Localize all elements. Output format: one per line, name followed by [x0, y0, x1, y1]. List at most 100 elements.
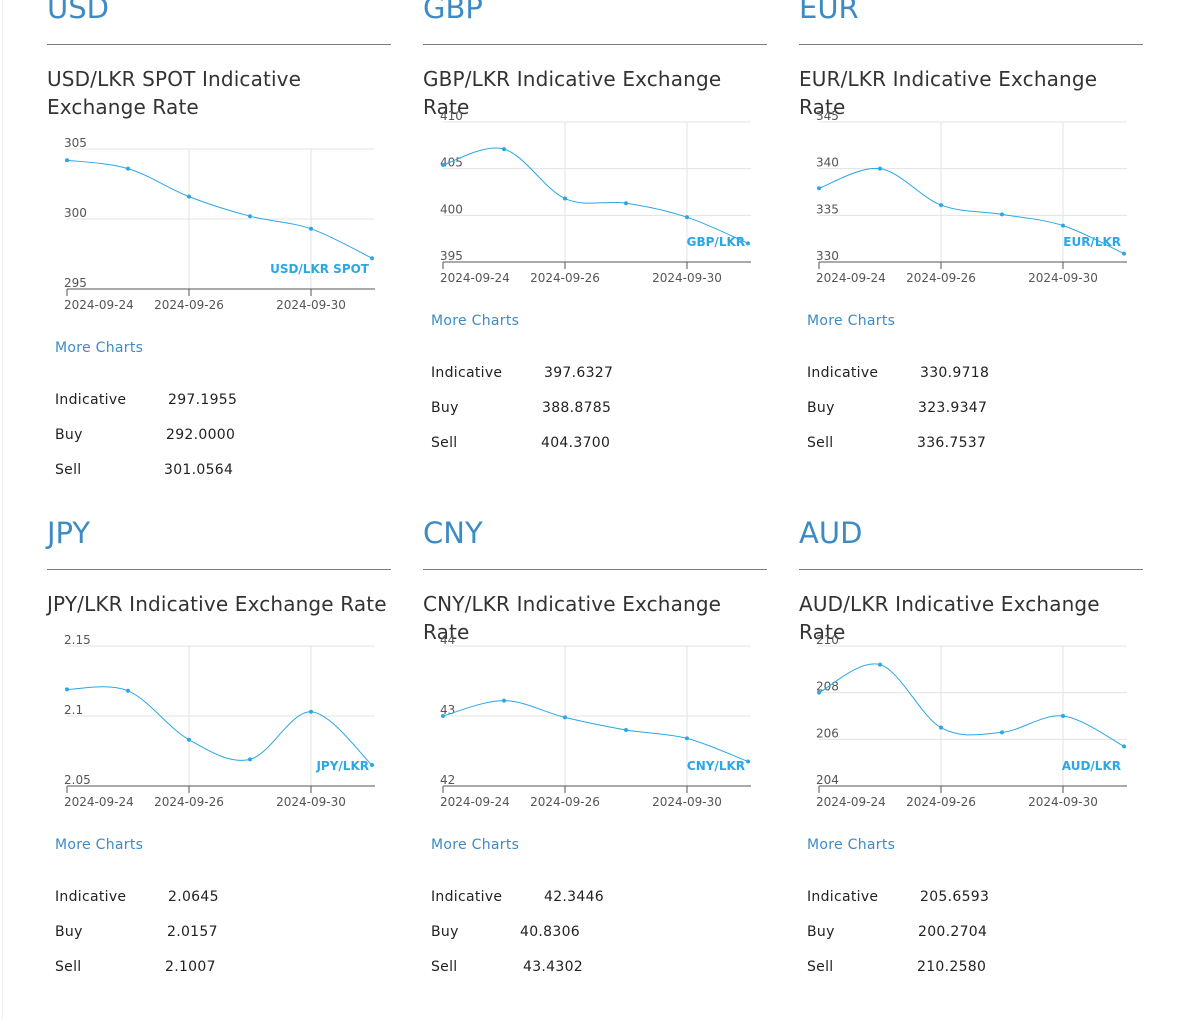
series-label: EUR/LKR	[1063, 235, 1121, 249]
y-tick-label: 410	[440, 109, 463, 123]
rate-label: Indicative	[807, 889, 879, 905]
data-point	[817, 186, 821, 191]
rate-label: Buy	[431, 924, 459, 940]
data-point	[65, 158, 69, 163]
x-tick-label: 2024-09-30	[1028, 795, 1098, 809]
data-point	[1122, 251, 1126, 256]
more-charts-link[interactable]: More Charts	[807, 313, 896, 329]
data-point	[441, 162, 445, 167]
data-point	[309, 226, 313, 231]
rate-value: 330.9718	[920, 365, 990, 381]
rate-label: Indicative	[431, 889, 503, 905]
y-tick-label: 2.15	[64, 633, 91, 647]
data-point	[939, 725, 943, 730]
series-line	[66, 159, 373, 259]
rate-label: Indicative	[431, 365, 503, 381]
rate-value: 297.1955	[168, 392, 238, 408]
header-divider	[799, 44, 1143, 45]
data-point	[65, 687, 69, 692]
y-tick-label: 2.05	[64, 773, 91, 787]
rate-label: Sell	[55, 462, 82, 478]
rate-label: Buy	[807, 924, 835, 940]
data-point	[502, 698, 506, 703]
more-charts-link[interactable]: More Charts	[431, 313, 520, 329]
rate-value: 397.6327	[544, 365, 614, 381]
x-tick-label: 2024-09-26	[906, 271, 976, 285]
currency-panel-gbp: GBP GBP/LKR Indicative Exchange Rate 395…	[423, 0, 767, 500]
rate-label: Indicative	[807, 365, 879, 381]
y-tick-label: 42	[440, 773, 455, 787]
panel-title: AUD/LKR Indicative Exchange Rate	[799, 592, 1100, 644]
x-tick-label: 2024-09-30	[652, 271, 722, 285]
data-point	[248, 214, 252, 219]
currency-panel-jpy: JPY JPY/LKR Indicative Exchange Rate 2.0…	[47, 519, 391, 1025]
exchange-rate-chart: 2.05 2.1 2.15 2024-09-24 2024-09-26 2024-09-3…	[64, 633, 375, 809]
data-point	[878, 166, 882, 171]
currency-panel-usd: USD USD/LKR SPOT Indicative Exchange Rat…	[47, 0, 391, 500]
header-divider	[799, 569, 1143, 570]
rate-label: Sell	[431, 959, 458, 975]
rate-value: 43.4302	[523, 959, 583, 975]
series-line	[442, 700, 749, 762]
currency-code: JPY	[47, 516, 91, 550]
rate-value: 210.2580	[917, 959, 987, 975]
series-label: JPY/LKR	[315, 759, 369, 773]
y-tick-label: 340	[816, 156, 839, 170]
x-tick-label: 2024-09-26	[530, 795, 600, 809]
currency-panel-eur: EUR EUR/LKR Indicative Exchange Rate 330…	[799, 0, 1143, 500]
rate-label: Indicative	[55, 392, 127, 408]
series-label: USD/LKR SPOT	[270, 262, 370, 276]
panel-title: CNY/LKR Indicative Exchange Rate	[423, 592, 722, 644]
data-point	[746, 759, 750, 764]
y-tick-label: 300	[64, 206, 87, 220]
panel-title: USD/LKR SPOT Indicative Exchange Rate	[47, 67, 302, 119]
more-charts-link[interactable]: More Charts	[431, 837, 520, 853]
data-point	[563, 196, 567, 201]
rate-value: 2.0645	[168, 889, 219, 905]
series-label: AUD/LKR	[1062, 759, 1121, 773]
currency-code: GBP	[423, 0, 483, 25]
panel-title: JPY/LKR Indicative Exchange Rate	[47, 592, 387, 616]
data-point	[370, 256, 374, 261]
rate-label: Indicative	[55, 889, 127, 905]
exchange-rate-chart: 295 300 305 2024-09-24 2024-09-26 2024-09-30 U…	[64, 136, 375, 312]
rate-value: 336.7537	[917, 435, 987, 451]
data-point	[817, 690, 821, 695]
more-charts-link[interactable]: More Charts	[55, 340, 144, 356]
data-point	[248, 757, 252, 762]
currency-code: EUR	[799, 0, 859, 25]
rate-value: 292.0000	[166, 427, 236, 443]
y-tick-label: 204	[816, 773, 839, 787]
data-point	[624, 201, 628, 206]
rate-value: 42.3446	[544, 889, 604, 905]
data-point	[126, 166, 130, 171]
page-edge-line	[2, 0, 3, 1020]
data-point	[563, 715, 567, 720]
rate-value: 404.3700	[541, 435, 611, 451]
x-tick-label: 2024-09-30	[1028, 271, 1098, 285]
currency-code: USD	[47, 0, 109, 25]
more-charts-link[interactable]: More Charts	[55, 837, 144, 853]
data-point	[370, 763, 374, 767]
rate-label: Sell	[431, 435, 458, 451]
rate-value: 388.8785	[542, 400, 612, 416]
x-tick-label: 2024-09-30	[652, 795, 722, 809]
y-tick-label: 305	[64, 136, 87, 150]
header-divider	[423, 569, 767, 570]
rate-value: 40.8306	[520, 924, 580, 940]
x-tick-label: 2024-09-26	[154, 298, 224, 312]
x-tick-label: 2024-09-26	[530, 271, 600, 285]
y-tick-label: 395	[440, 249, 463, 263]
data-point	[1122, 744, 1126, 749]
x-tick-label: 2024-09-26	[906, 795, 976, 809]
currency-panel-cny: CNY CNY/LKR Indicative Exchange Rate 42 4…	[423, 519, 767, 1025]
data-point	[624, 728, 628, 732]
series-line	[818, 663, 1125, 747]
y-tick-label: 295	[64, 276, 87, 290]
panel-title: GBP/LKR Indicative Exchange Rate	[423, 67, 722, 119]
data-point	[939, 203, 943, 208]
data-point	[187, 194, 191, 199]
rate-label: Buy	[55, 924, 83, 940]
more-charts-link[interactable]: More Charts	[807, 837, 896, 853]
